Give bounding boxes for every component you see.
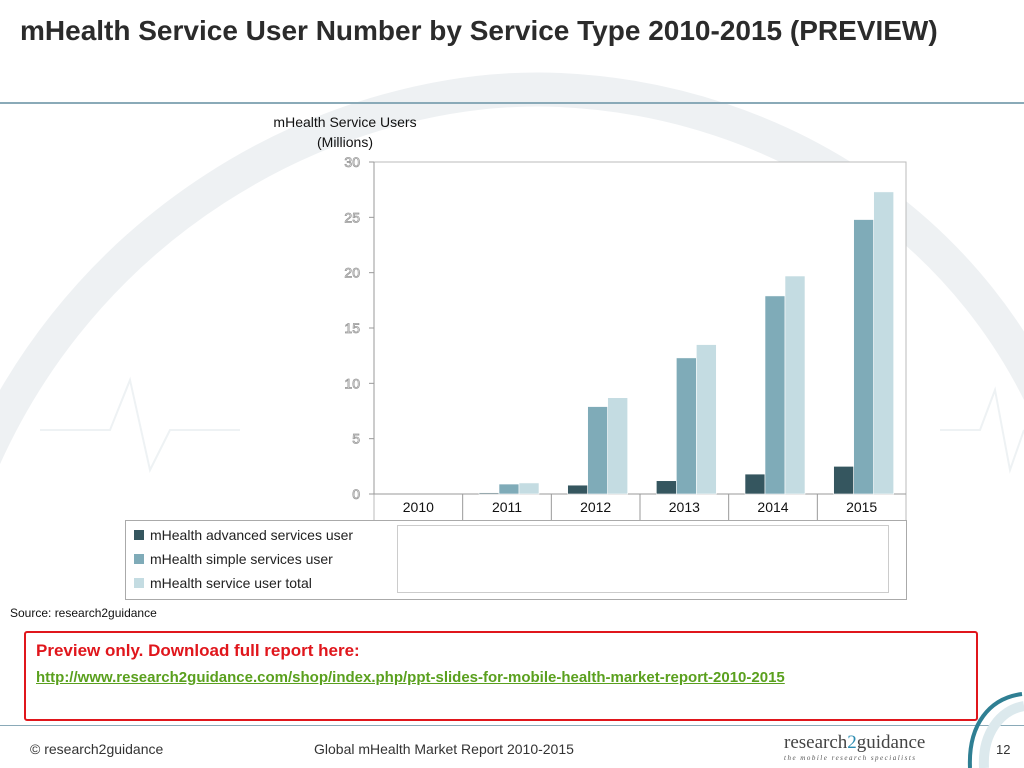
x-category-label: 2015 [846,499,877,515]
title-divider [0,102,1024,104]
bar-simple [676,357,697,495]
y-axis-title: mHealth Service Users (Millions) [273,114,417,150]
logo-tagline: the mobile research specialists [784,754,917,762]
legend-item-total: mHealth service user total [134,572,312,594]
footer-report-name: Global mHealth Market Report 2010-2015 [314,741,574,757]
bar-advanced [744,473,766,495]
bar-simple [764,295,786,495]
bar-simple [587,406,608,495]
bar-advanced [656,480,677,495]
bar-total [607,397,628,495]
x-category-label: 2011 [492,499,522,515]
logo-part-c: guidance [856,732,926,753]
bar-simple [853,219,874,495]
footer-divider [0,725,1024,726]
y-tick-label: 30 [344,154,360,170]
legend-item-simple: mHealth simple services user [134,548,333,570]
slide-title: mHealth Service User Number by Service T… [20,15,938,46]
company-logo: research2guidance the mobile research sp… [784,732,926,763]
bar-total [873,191,894,495]
data-table-placeholder [397,525,889,593]
y-tick-label: 20 [344,265,360,281]
legend-swatch-total [134,578,144,588]
legend-item-advanced: mHealth advanced services user [134,524,353,546]
x-category-label: 2012 [580,499,611,515]
bar-advanced [833,466,854,495]
data-table-area [373,520,907,600]
plot-area [373,161,907,523]
preview-heading: Preview only. Download full report here: [36,641,360,660]
legend-label-advanced: mHealth advanced services user [150,527,354,543]
source-note: Source: research2guidance [10,606,157,620]
logo-wordmark: research2guidance [784,732,926,753]
preview-notice: Preview only. Download full report here:… [24,631,978,721]
y-tick-label: 5 [352,431,360,447]
bar-total [518,482,540,495]
y-tick-label: 0 [352,486,360,502]
logo-part-b: 2 [847,732,857,753]
corner-decoration [967,692,1024,768]
footer-copyright: © research2guidance [30,741,164,757]
legend-label-total: mHealth service user total [150,575,312,591]
y-tick-label: 10 [344,375,360,391]
bar-simple [498,483,520,495]
bar-total [784,275,806,495]
x-category-label: 2013 [669,499,700,515]
legend-swatch-advanced [134,530,144,540]
y-tick-label: 25 [344,209,360,225]
bar-chart: 0 5 10 15 20 25 30 2010 2011 2012 2013 2014 2015 [344,154,907,523]
logo-part-a: research [784,732,848,753]
y-tick-label: 15 [344,320,360,336]
x-category-label: 2014 [757,499,788,515]
legend-label-simple: mHealth simple services user [150,551,333,567]
chart-legend: mHealth advanced services user mHealth s… [125,520,375,600]
page-number: 12 [996,742,1011,757]
legend-swatch-simple [134,554,144,564]
bar-total [696,344,717,495]
bar-advanced [478,492,500,495]
x-category-label: 2010 [403,499,434,515]
bar-advanced [567,484,588,495]
download-report-link[interactable]: http://www.research2guidance.com/shop/in… [36,669,785,686]
